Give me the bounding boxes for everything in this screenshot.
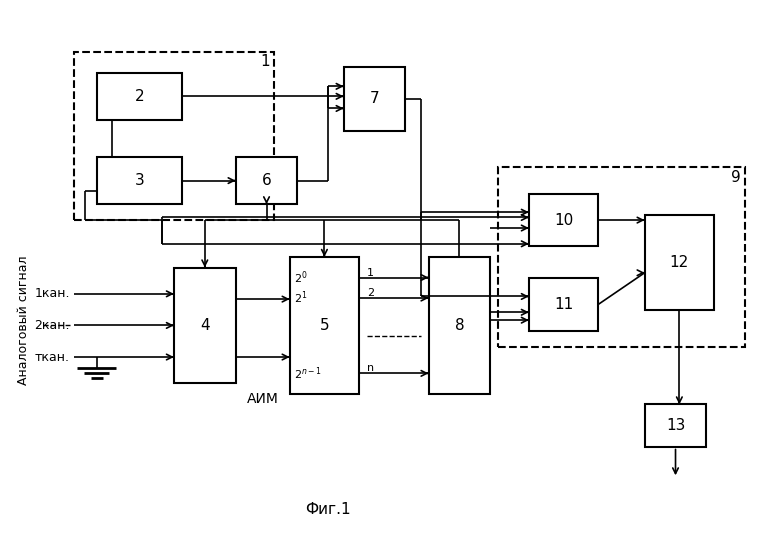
Text: 6: 6 [261, 173, 271, 188]
Text: Фиг.1: Фиг.1 [306, 502, 351, 517]
Text: 5: 5 [320, 318, 329, 333]
Text: 11: 11 [554, 297, 573, 312]
Text: 2: 2 [134, 89, 144, 104]
Text: 1: 1 [367, 268, 374, 278]
Text: 2: 2 [367, 288, 374, 298]
Bar [428, 257, 491, 394]
Text: АИМ: АИМ [246, 392, 278, 406]
Text: 7: 7 [370, 91, 379, 106]
Text: 4: 4 [200, 318, 210, 333]
Bar [73, 51, 275, 220]
Text: 2кан.: 2кан. [34, 319, 69, 332]
Text: Аналоговый сигнал: Аналоговый сигнал [17, 255, 30, 385]
Bar [97, 157, 182, 204]
Text: $2^{n-1}$: $2^{n-1}$ [293, 365, 321, 381]
Bar [97, 73, 182, 120]
Text: 1кан.: 1кан. [34, 287, 69, 300]
Text: 10: 10 [554, 212, 573, 227]
Bar [644, 404, 707, 447]
Bar [344, 67, 406, 131]
Bar [529, 194, 598, 247]
Text: 3: 3 [134, 173, 144, 188]
Text: $2^0$: $2^0$ [293, 269, 307, 286]
Bar [289, 257, 359, 394]
Bar [498, 167, 745, 347]
Text: 8: 8 [455, 318, 464, 333]
Text: 13: 13 [666, 418, 685, 433]
Bar [174, 268, 236, 384]
Text: n: n [367, 363, 374, 373]
Bar [529, 278, 598, 331]
Text: 12: 12 [670, 255, 689, 270]
Bar [644, 215, 714, 310]
Text: $2^1$: $2^1$ [293, 290, 307, 307]
Text: 1: 1 [261, 54, 271, 69]
Text: ткан.: ткан. [35, 350, 69, 364]
Bar [236, 157, 297, 204]
Text: 9: 9 [732, 170, 741, 185]
